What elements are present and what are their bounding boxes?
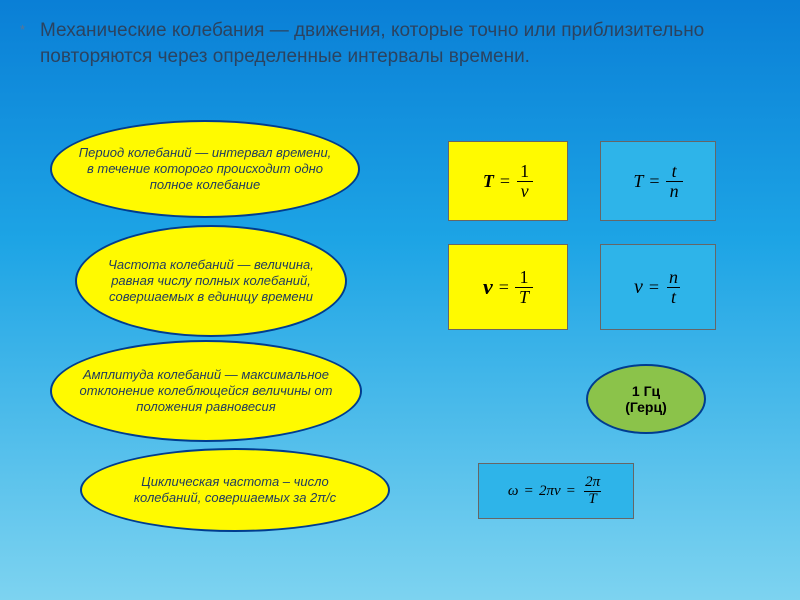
slide-content: * Механические колебания — движения, кот… — [0, 0, 800, 600]
equals-sign: = — [524, 483, 532, 500]
denominator: t — [667, 287, 680, 307]
hertz-text: 1 Гц (Герц) — [625, 383, 667, 415]
equals-sign: = — [500, 171, 510, 192]
equals-sign: = — [649, 171, 659, 192]
ellipse-text: Циклическая частота – число колебаний, с… — [82, 470, 388, 511]
formula-lhs: T — [633, 171, 643, 192]
equals-sign: = — [649, 277, 659, 298]
bullet-star: * — [20, 22, 25, 37]
formula-eq: ν = n t — [634, 268, 682, 307]
denominator: ν — [517, 181, 533, 201]
formula-eq: ν = 1 T — [483, 268, 533, 307]
ellipse-text: Амплитуда колебаний — максимальное откло… — [52, 363, 360, 420]
hertz-oval: 1 Гц (Герц) — [586, 364, 706, 434]
definition-ellipse-amplitude: Амплитуда колебаний — максимальное откло… — [50, 340, 362, 442]
ellipse-text: Период колебаний — интервал времени, в т… — [52, 141, 358, 198]
formula-box-period-nu: T = 1 ν — [448, 141, 568, 221]
definition-ellipse-period: Период колебаний — интервал времени, в т… — [50, 120, 360, 218]
header-text: Механические колебания — движения, котор… — [40, 18, 774, 69]
formula-eq: T = t n — [633, 162, 682, 201]
numerator: 2π — [581, 475, 604, 491]
formula-eq: T = 1 ν — [483, 162, 533, 201]
definition-ellipse-frequency: Частота колебаний — величина, равная чис… — [75, 225, 347, 337]
numerator: 1 — [515, 268, 532, 287]
ellipse-text: Частота колебаний — величина, равная чис… — [77, 253, 345, 310]
numerator: t — [668, 162, 681, 181]
denominator: T — [515, 287, 533, 307]
denominator: n — [666, 181, 683, 201]
fraction: n t — [665, 268, 682, 307]
formula-eq: ω = 2πν = 2π T — [508, 475, 604, 508]
formula-lhs: T — [483, 171, 494, 192]
fraction: t n — [666, 162, 683, 201]
slide-header: Механические колебания — движения, котор… — [0, 0, 800, 77]
definition-ellipse-cyclic: Циклическая частота – число колебаний, с… — [80, 448, 390, 532]
formula-box-nu-nt: ν = n t — [600, 244, 716, 330]
formula-box-nu-period: ν = 1 T — [448, 244, 568, 330]
formula-box-period-tn: T = t n — [600, 141, 716, 221]
numerator: n — [665, 268, 682, 287]
equals-sign: = — [499, 277, 509, 298]
fraction: 1 T — [515, 268, 533, 307]
numerator: 1 — [516, 162, 533, 181]
formula-lhs: ν — [483, 274, 493, 300]
fraction: 1 ν — [516, 162, 533, 201]
formula-lhs: ω — [508, 483, 519, 500]
formula-mid: 2πν — [539, 483, 561, 500]
equals-sign: = — [567, 483, 575, 500]
formula-box-omega: ω = 2πν = 2π T — [478, 463, 634, 519]
fraction: 2π T — [581, 475, 604, 508]
formula-lhs: ν — [634, 276, 643, 299]
denominator: T — [584, 491, 600, 508]
